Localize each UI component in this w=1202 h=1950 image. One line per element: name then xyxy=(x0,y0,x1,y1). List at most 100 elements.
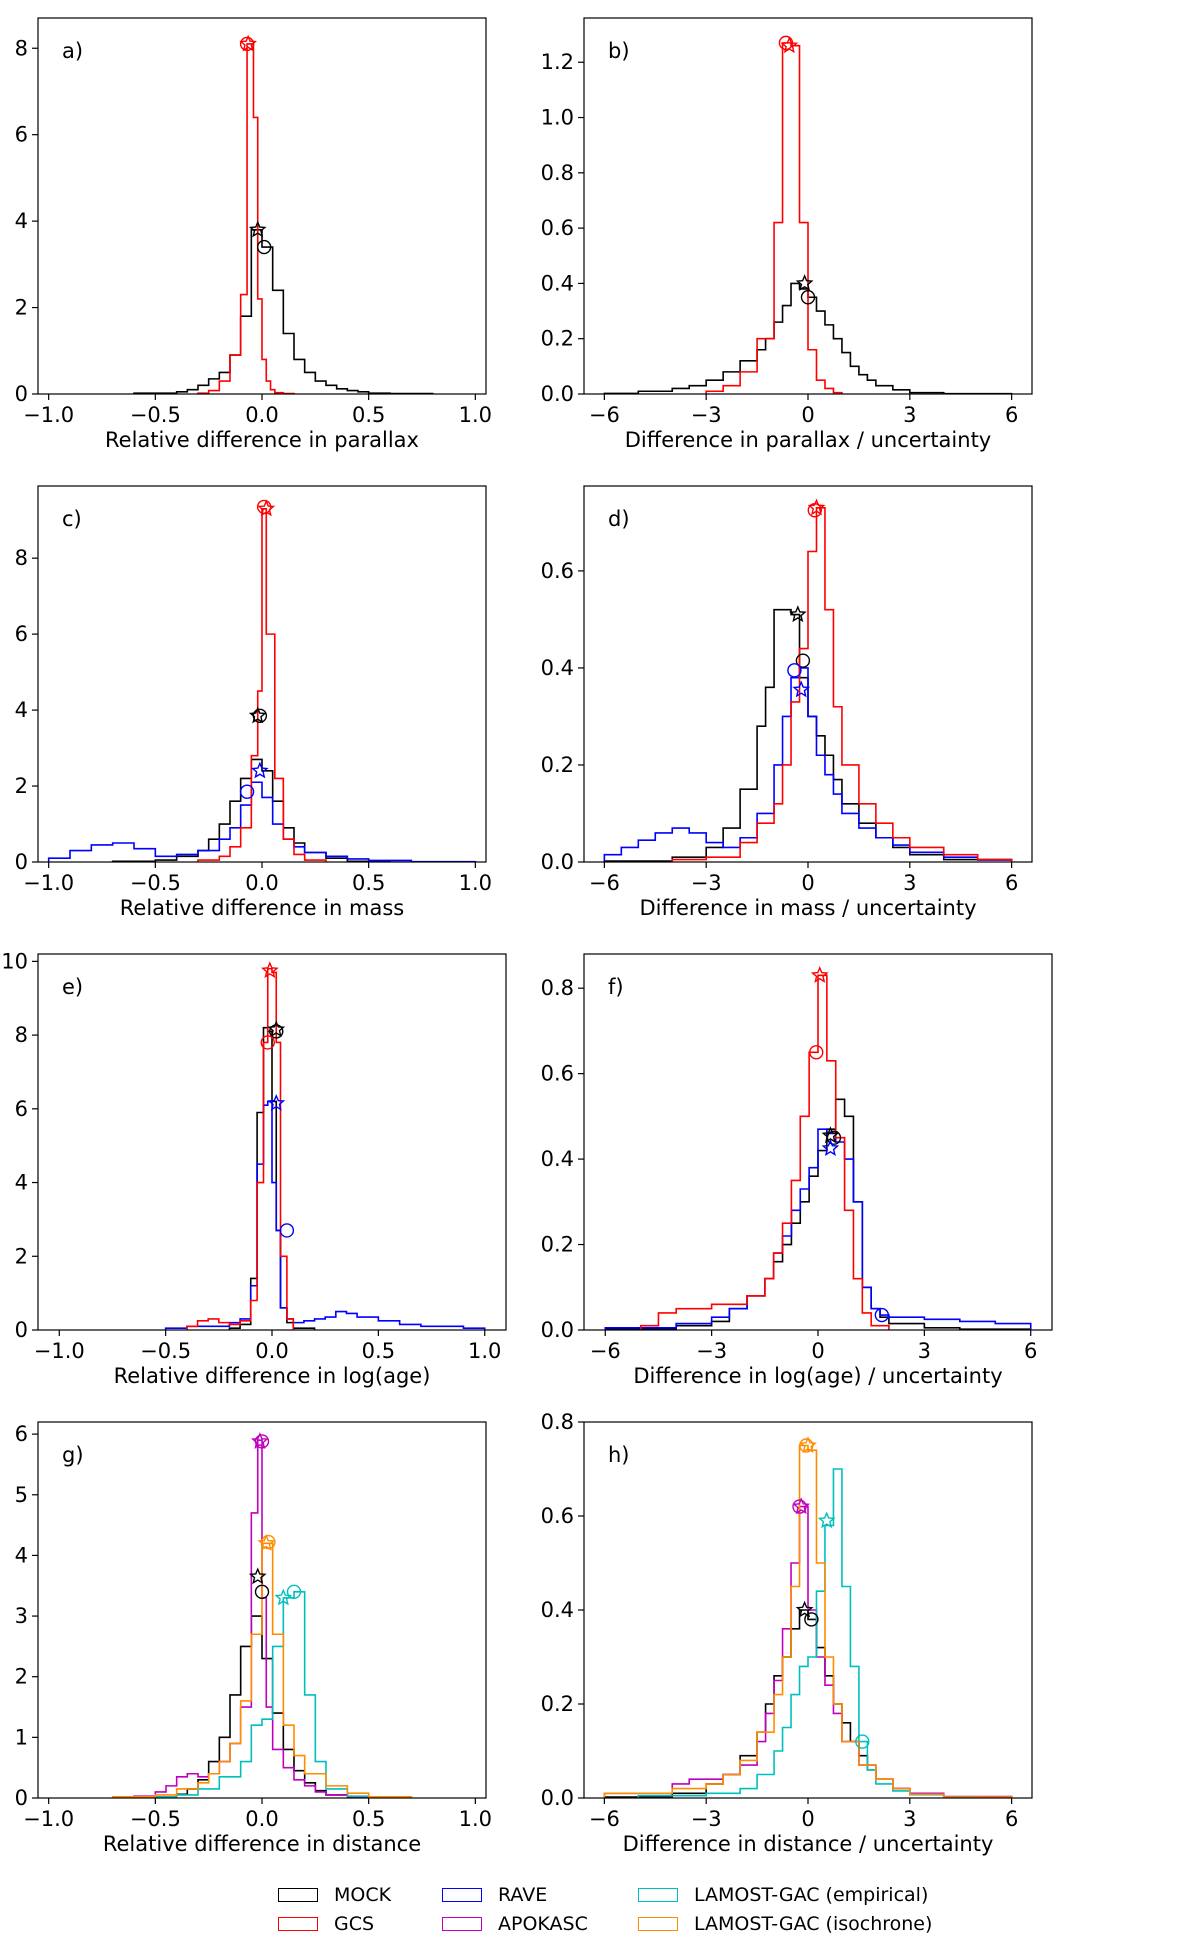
y-tick-label: 8 xyxy=(15,1023,28,1047)
x-tick-label: −0.5 xyxy=(140,1339,191,1363)
y-tick-label: 1.0 xyxy=(541,106,574,130)
x-axis-label: Relative difference in log(age) xyxy=(114,1364,431,1388)
mean-circle-marker xyxy=(795,653,811,668)
median-star-marker xyxy=(248,1567,267,1585)
panel-label: c) xyxy=(62,507,82,531)
median-star-marker xyxy=(799,1436,817,1454)
x-tick-label: 0 xyxy=(811,1339,824,1363)
mean-circle-marker xyxy=(254,1584,270,1600)
y-tick-label: 8 xyxy=(15,546,28,570)
y-tick-label: 4 xyxy=(15,209,28,233)
median-star-marker xyxy=(788,605,807,623)
legend-label: LAMOST-GAC (isochrone) xyxy=(694,1913,933,1935)
x-tick-label: 0.0 xyxy=(245,403,278,427)
x-tick-label: 1.0 xyxy=(468,1339,501,1363)
median-star-marker xyxy=(795,1600,814,1618)
x-tick-label: 3 xyxy=(903,403,916,427)
y-tick-label: 0 xyxy=(15,382,28,406)
histogram-series xyxy=(603,282,1013,394)
mean-circle-marker xyxy=(261,1534,276,1550)
x-tick-label: 3 xyxy=(918,1339,931,1363)
y-tick-label: 2 xyxy=(15,774,28,798)
histogram-series xyxy=(133,1439,370,1798)
mean-circle-marker xyxy=(874,1307,890,1323)
legend-swatch xyxy=(278,1888,318,1902)
mean-circle-marker xyxy=(778,35,794,51)
histogram-series xyxy=(197,507,327,862)
histogram-series xyxy=(164,1100,486,1330)
y-tick-label: 4 xyxy=(15,1171,28,1195)
histogram-series xyxy=(154,1591,370,1798)
x-tick-label: −6 xyxy=(590,1339,621,1363)
y-tick-label: 0.0 xyxy=(541,382,574,406)
panel-label: f) xyxy=(608,975,624,999)
x-tick-label: −6 xyxy=(589,1807,620,1831)
chart-panel: −1.0 −0.5 0.0 0.5 1.0 0 2 4 6 8 Relative differenc… xyxy=(15,485,492,920)
x-tick-label: −1.0 xyxy=(23,871,74,895)
legend-swatch xyxy=(638,1917,678,1931)
histogram-series xyxy=(603,1505,1013,1798)
x-tick-label: −6 xyxy=(589,871,620,895)
x-tick-label: −3 xyxy=(696,1339,727,1363)
median-star-marker xyxy=(257,1533,276,1551)
median-star-marker xyxy=(810,966,829,983)
median-star-marker xyxy=(250,761,269,779)
y-tick-label: 0.6 xyxy=(541,1504,574,1528)
panel-label: a) xyxy=(62,39,83,63)
mean-circle-marker xyxy=(260,1035,275,1050)
panel-label: e) xyxy=(62,975,83,999)
legend-swatch xyxy=(638,1888,678,1902)
y-tick-label: 0 xyxy=(15,1786,28,1810)
mean-circle-marker xyxy=(799,1438,814,1453)
chart-panel: −1.0 −0.5 0.0 0.5 1.0 0 2 4 6 8 Relative differenc… xyxy=(15,17,492,452)
legend-swatch xyxy=(442,1917,482,1931)
y-tick-label: 0 xyxy=(15,850,28,874)
histogram-series xyxy=(186,967,295,1330)
y-tick-label: 0.2 xyxy=(541,327,574,351)
chart-panel: −6 −3 0 3 6 0.0 0.2 0.4 0.6 0.8 Difference in log(… xyxy=(541,953,1053,1388)
histogram-series xyxy=(603,1444,1013,1798)
x-tick-label: −1.0 xyxy=(34,1339,85,1363)
y-tick-label: 0.6 xyxy=(541,559,574,583)
y-tick-label: 4 xyxy=(15,698,28,722)
x-axis-label: Difference in log(age) / uncertainty xyxy=(633,1364,1002,1388)
x-axis-label: Difference in parallax / uncertainty xyxy=(625,428,991,452)
median-star-marker xyxy=(248,220,267,238)
x-tick-label: 6 xyxy=(1024,1339,1037,1363)
median-star-marker xyxy=(257,499,276,517)
mean-circle-marker xyxy=(826,1130,842,1145)
legend-label: GCS xyxy=(334,1913,375,1935)
x-tick-label: −0.5 xyxy=(130,871,181,895)
x-tick-label: 0.0 xyxy=(245,1807,278,1831)
y-tick-label: 0.8 xyxy=(541,1410,574,1434)
x-tick-label: 6 xyxy=(1005,403,1018,427)
histogram-series xyxy=(47,781,477,862)
y-tick-label: 8 xyxy=(15,36,28,60)
y-tick-label: 2 xyxy=(15,1244,28,1268)
histogram-series xyxy=(111,1542,413,1798)
panel-label: d) xyxy=(608,507,630,531)
mean-circle-marker xyxy=(254,1434,270,1449)
x-tick-label: −1.0 xyxy=(23,1807,74,1831)
legend: MOCK RAVE LAMOST-GAC (empirical) GCS APO… xyxy=(278,1882,978,1942)
mean-circle-marker xyxy=(807,503,822,518)
y-tick-label: 2 xyxy=(15,296,28,320)
x-tick-label: 0.5 xyxy=(362,1339,395,1363)
histogram-series xyxy=(197,43,295,394)
y-tick-label: 1.2 xyxy=(541,50,574,74)
mean-circle-marker xyxy=(787,663,802,678)
mean-circle-marker xyxy=(804,1612,819,1627)
x-tick-label: −1.0 xyxy=(23,403,74,427)
y-tick-label: 0.4 xyxy=(541,1147,574,1171)
mean-circle-marker xyxy=(256,239,272,255)
chart-panel: −6 −3 0 3 6 0.0 0.2 0.4 0.6 0.8 1.0 1.2 Difference i… xyxy=(541,17,1033,452)
y-tick-label: 6 xyxy=(15,622,28,646)
median-star-marker xyxy=(261,961,279,979)
x-tick-label: −6 xyxy=(589,403,620,427)
y-tick-label: 0.0 xyxy=(541,850,574,874)
x-tick-label: 1.0 xyxy=(459,871,492,895)
histogram-series xyxy=(603,1609,1013,1798)
y-tick-label: 0.2 xyxy=(541,1233,574,1257)
x-tick-label: 6 xyxy=(1005,1807,1018,1831)
mean-circle-marker xyxy=(800,290,816,305)
